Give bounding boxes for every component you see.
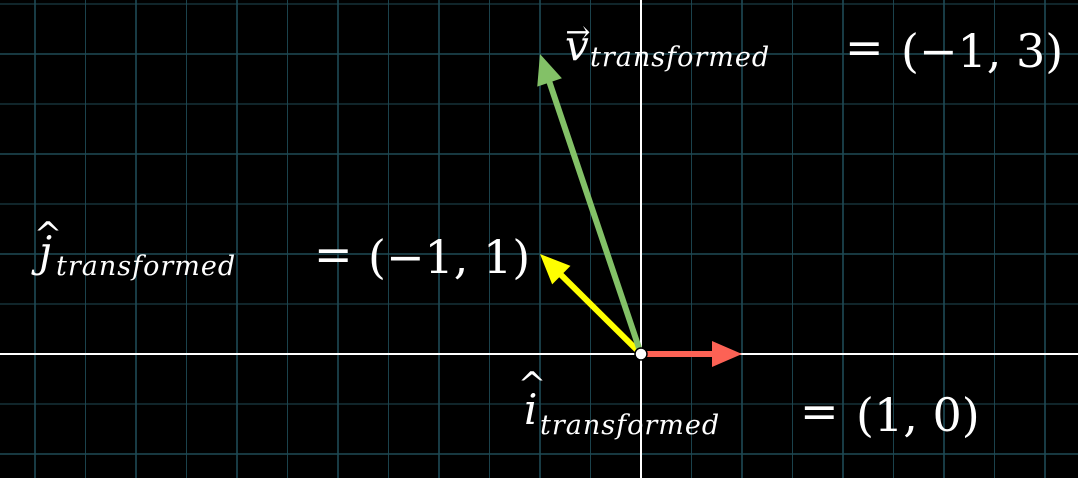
i-hat-subscript: transformed [540, 410, 720, 441]
label-i-hat: ^ i transformed = (1, 0) [518, 365, 980, 442]
vector-i-hat-arrowhead [712, 341, 742, 367]
origin-dot [634, 347, 648, 361]
j-hat-subscript: transformed [56, 251, 236, 282]
v-value: (−1, 3) [901, 24, 1063, 78]
v-arrow-accent: → [565, 15, 590, 50]
vector-i-hat [641, 341, 742, 367]
vector-j-hat-arrowhead [540, 254, 571, 285]
vector-j-hat-shaft [557, 271, 644, 357]
v-equals: = [845, 20, 884, 74]
vector-j-hat [540, 254, 644, 357]
i-hat-base: i [524, 385, 537, 434]
label-v: → v transformed = (−1, 3) [565, 15, 1063, 78]
j-hat-equals: = [314, 227, 353, 281]
label-j-hat: ^ j transformed = (−1, 1) [31, 215, 530, 284]
j-hat-value: (−1, 1) [368, 230, 530, 284]
j-hat-accent: ^ [34, 215, 63, 255]
i-hat-value: (1, 0) [856, 388, 980, 442]
i-hat-equals: = [800, 384, 839, 438]
v-base: v [565, 21, 589, 70]
vector-v-shaft [546, 79, 644, 355]
v-subscript: transformed [590, 42, 770, 73]
vector-v [537, 54, 644, 355]
i-hat-accent: ^ [518, 365, 547, 405]
vector-v-arrowhead [537, 54, 562, 87]
